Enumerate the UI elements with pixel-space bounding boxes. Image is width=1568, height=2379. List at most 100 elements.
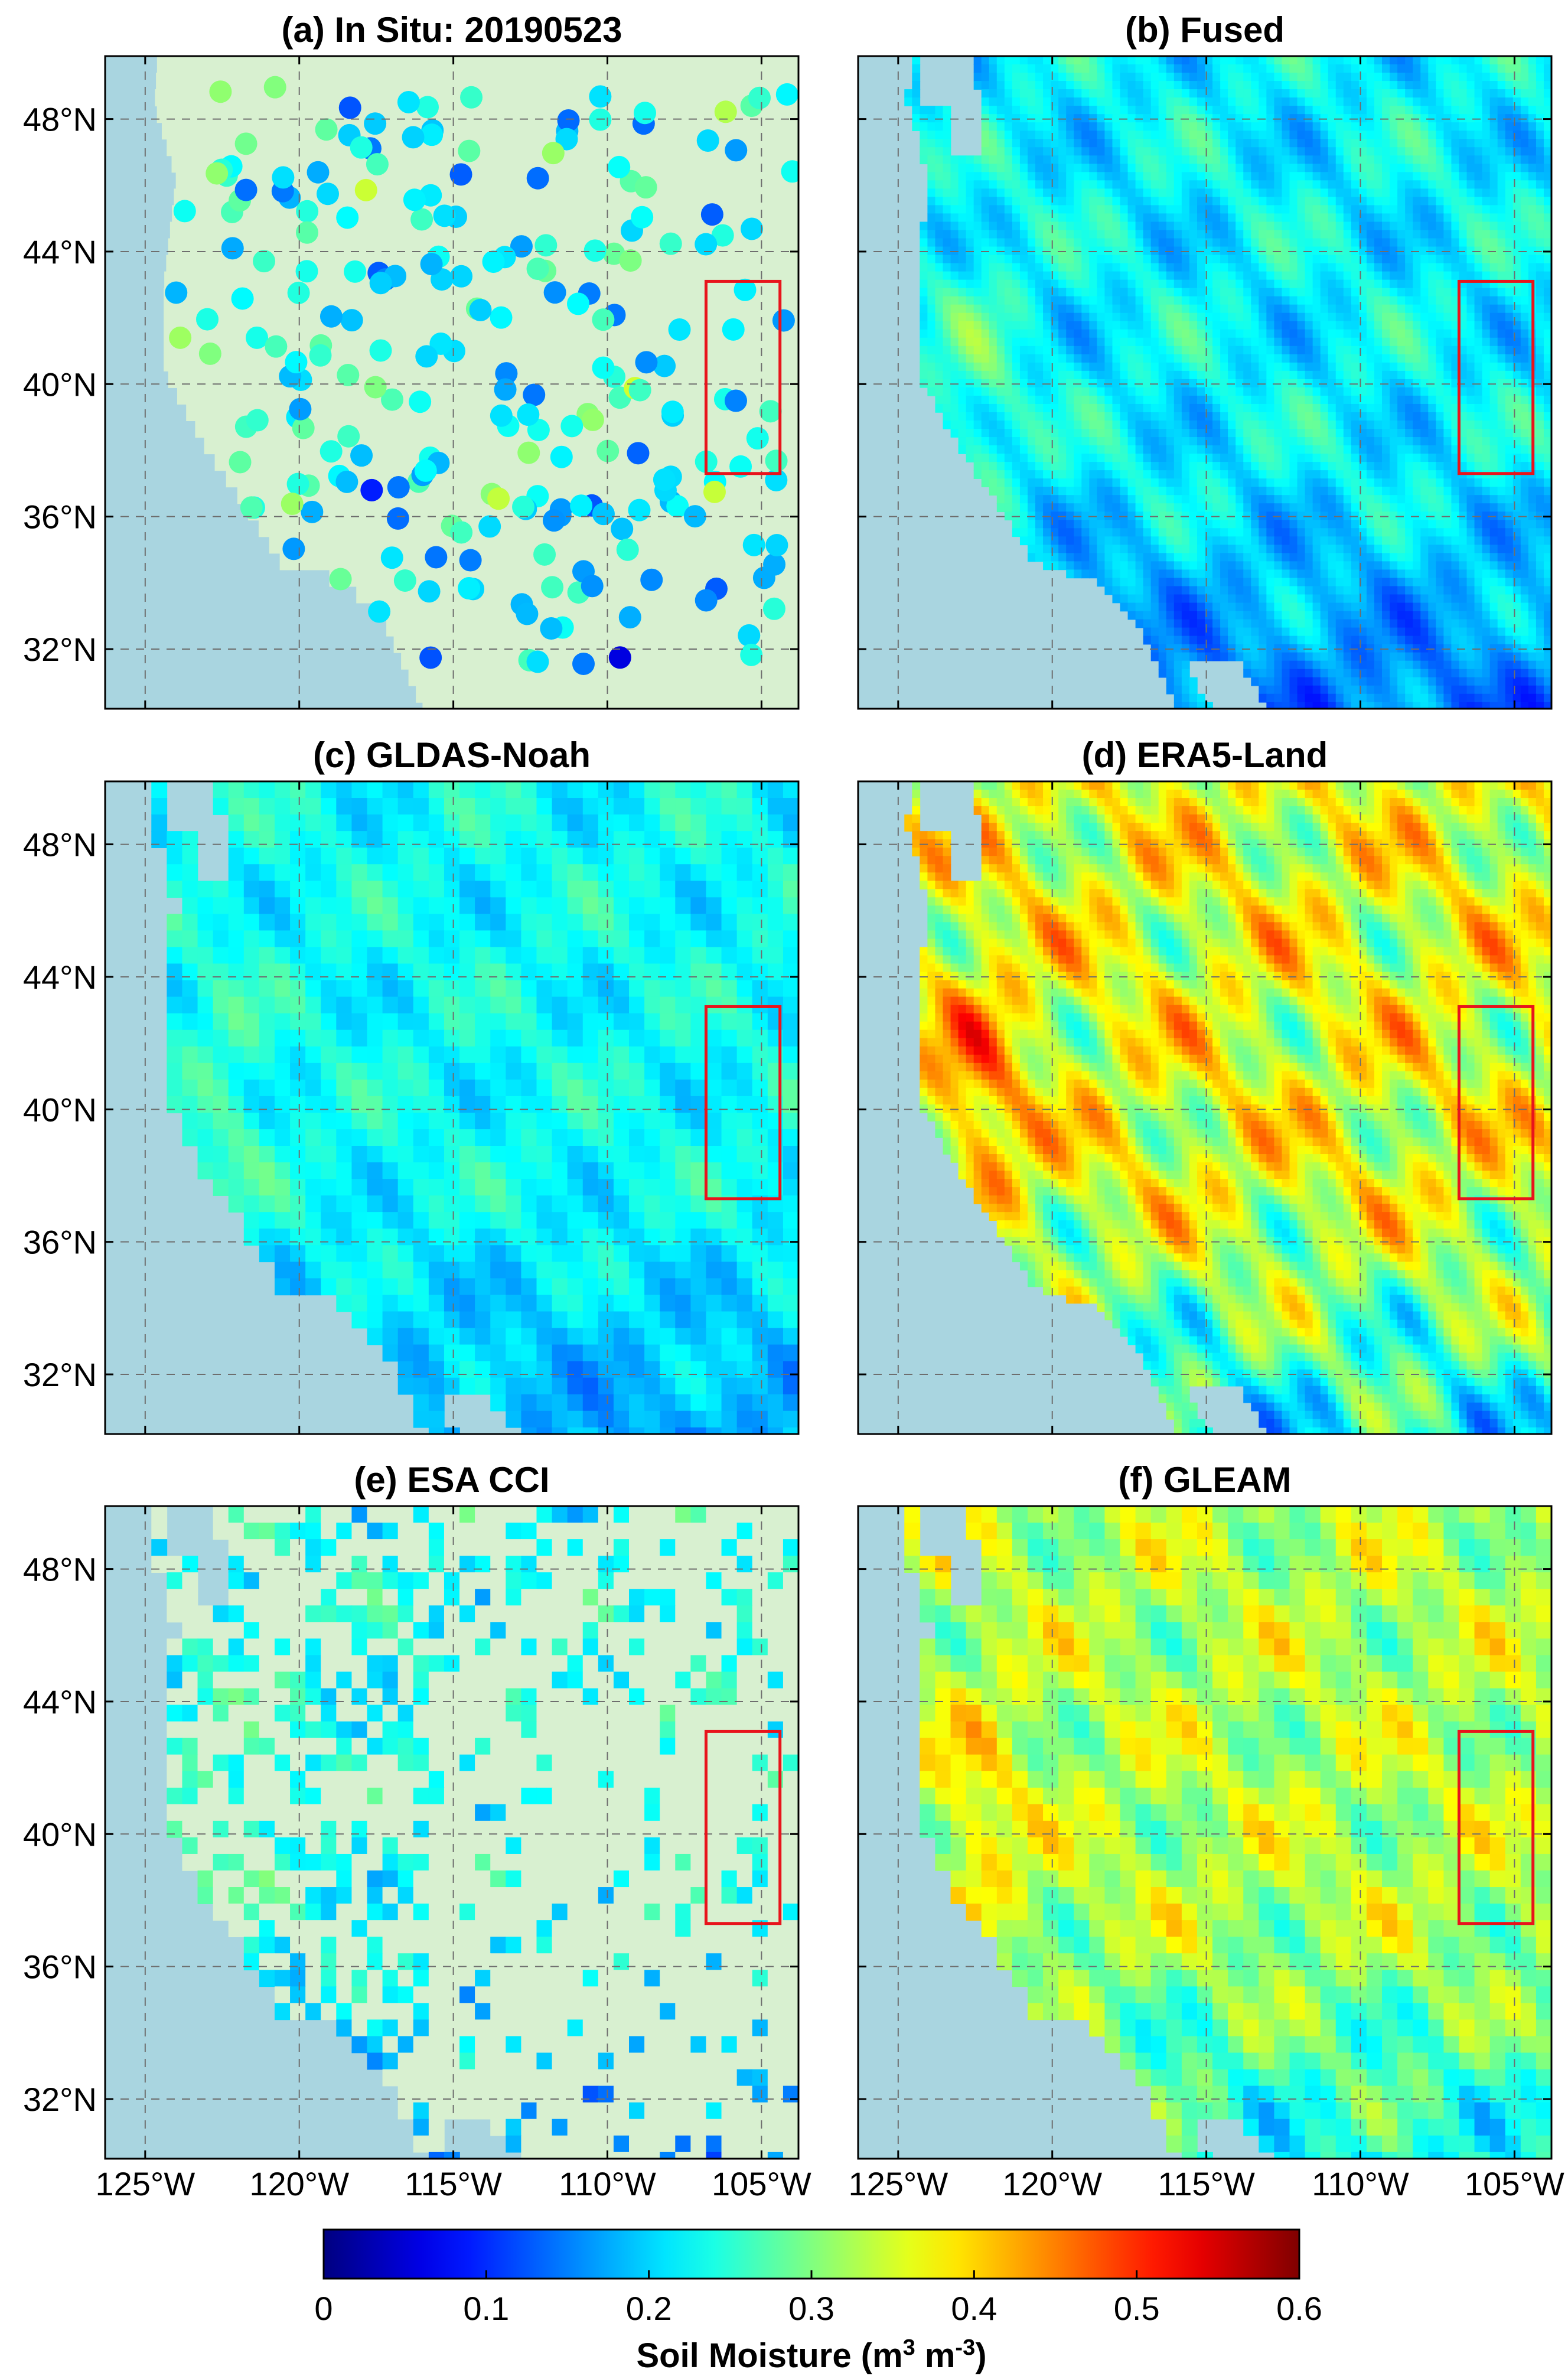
lon-tick-label: 120°W xyxy=(1002,2165,1102,2202)
station-marker xyxy=(295,260,318,283)
station-marker xyxy=(725,139,748,162)
study-region-box xyxy=(704,1729,782,1925)
map-panel-b: (b) Fused xyxy=(857,10,1553,710)
station-marker xyxy=(253,250,276,273)
station-marker xyxy=(722,318,745,341)
station-marker xyxy=(668,318,691,341)
station-marker xyxy=(414,459,437,482)
station-marker xyxy=(240,496,263,519)
study-region-box xyxy=(1457,1729,1535,1925)
station-marker xyxy=(386,507,409,530)
station-marker xyxy=(221,237,244,260)
lat-tick-label: 40°N xyxy=(23,1816,97,1853)
station-marker xyxy=(581,408,604,431)
station-marker xyxy=(433,204,456,227)
station-marker xyxy=(487,487,510,510)
station-marker xyxy=(478,515,501,538)
station-marker xyxy=(418,580,441,603)
station-marker xyxy=(350,444,373,467)
map-panel-d: (d) ERA5-Land xyxy=(857,735,1553,1435)
station-marker xyxy=(494,378,517,401)
station-marker xyxy=(748,86,771,109)
station-marker xyxy=(526,167,549,190)
station-marker xyxy=(369,339,392,362)
station-marker xyxy=(618,606,641,629)
panel-frame xyxy=(857,55,1553,710)
map-panel-f: (f) GLEAM 125°W 120°W 115°W 110°W 105°W xyxy=(848,1460,1564,2202)
station-marker xyxy=(272,166,295,189)
station-marker xyxy=(281,493,304,516)
station-marker xyxy=(381,388,404,411)
station-marker xyxy=(634,102,657,125)
station-marker xyxy=(369,272,392,295)
station-marker xyxy=(173,200,196,223)
station-marker xyxy=(740,643,763,666)
station-marker xyxy=(469,298,492,321)
station-marker xyxy=(523,383,546,406)
station-marker xyxy=(458,139,481,162)
station-marker xyxy=(608,646,631,669)
station-marker xyxy=(402,126,425,149)
lat-tick-label: 36°N xyxy=(23,1224,97,1261)
station-marker xyxy=(542,509,565,532)
station-marker xyxy=(526,258,549,281)
station-marker xyxy=(320,440,343,463)
station-marker xyxy=(627,442,650,465)
station-marker xyxy=(344,260,367,283)
station-marker xyxy=(557,109,580,132)
panel-frame xyxy=(104,1505,800,2160)
lat-tick-label: 48°N xyxy=(23,101,97,138)
station-marker xyxy=(759,400,782,423)
lat-tick-label: 32°N xyxy=(23,631,97,668)
station-marker xyxy=(711,224,734,247)
station-marker xyxy=(410,208,433,231)
station-marker xyxy=(762,597,785,620)
station-marker xyxy=(619,249,642,272)
station-marker xyxy=(560,415,583,438)
colorbar-tick-label: 0 xyxy=(314,2290,332,2327)
station-marker xyxy=(734,278,757,301)
station-marker xyxy=(329,568,352,591)
station-marker xyxy=(309,344,332,367)
station-marker xyxy=(289,397,312,421)
lon-tick-label: 115°W xyxy=(1158,2165,1255,2202)
lat-tick-label: 32°N xyxy=(23,1356,97,1393)
station-marker xyxy=(450,521,473,544)
station-marker xyxy=(246,409,269,432)
station-marker xyxy=(490,404,513,427)
station-marker xyxy=(592,503,615,526)
station-marker xyxy=(490,306,513,329)
station-marker xyxy=(581,575,604,598)
station-marker xyxy=(628,379,651,402)
lat-tick-label: 36°N xyxy=(23,1948,97,1986)
station-marker xyxy=(337,425,360,448)
lat-tick-label: 44°N xyxy=(23,1683,97,1720)
lat-tick-label: 40°N xyxy=(23,366,97,403)
station-marker xyxy=(765,449,788,472)
station-marker xyxy=(307,161,330,184)
lon-tick-label: 125°W xyxy=(848,2165,948,2202)
station-marker xyxy=(570,494,593,517)
station-marker xyxy=(368,600,391,623)
station-marker xyxy=(292,416,315,439)
station-marker xyxy=(397,90,420,113)
station-marker xyxy=(387,476,410,499)
station-marker xyxy=(449,163,472,186)
study-region-box xyxy=(1457,279,1535,475)
station-marker xyxy=(315,118,338,141)
station-marker xyxy=(196,308,219,331)
station-marker xyxy=(589,85,612,108)
station-marker xyxy=(742,533,765,556)
panel-title-d: (d) ERA5-Land xyxy=(1082,735,1328,775)
station-marker xyxy=(741,217,764,240)
station-marker xyxy=(320,305,343,328)
station-marker xyxy=(234,178,257,201)
station-marker xyxy=(364,376,387,399)
station-marker xyxy=(459,549,482,572)
panel-frame xyxy=(857,780,1553,1435)
station-marker xyxy=(516,602,539,625)
station-marker xyxy=(714,100,737,123)
panel-frame xyxy=(857,1505,1553,2160)
lon-tick-label: 105°W xyxy=(1465,2165,1564,2202)
